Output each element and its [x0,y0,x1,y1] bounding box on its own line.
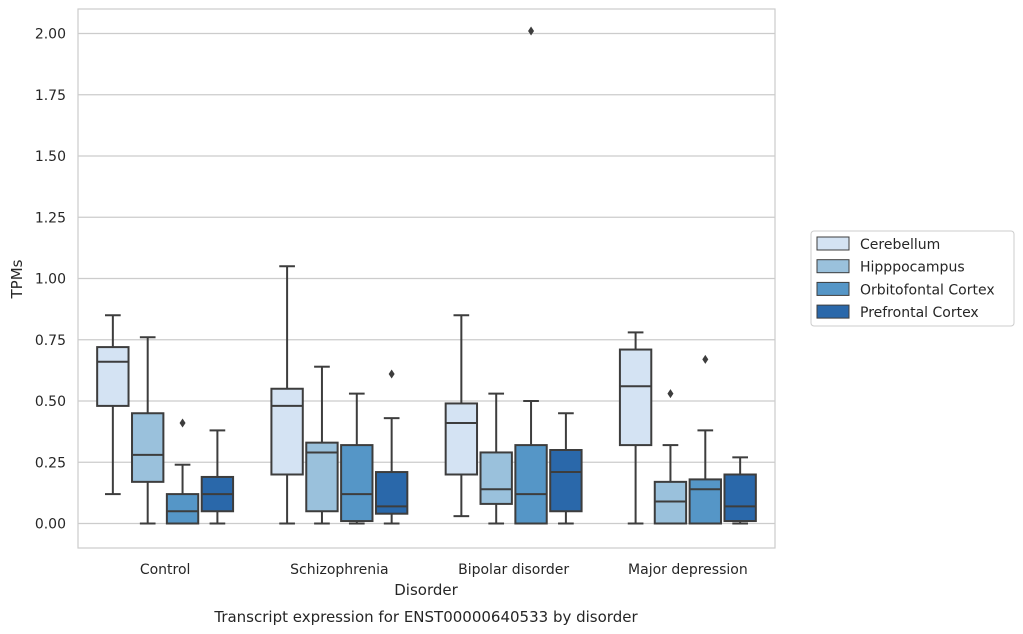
box-body [688,478,722,525]
box-body [549,449,583,513]
box-body [340,444,374,523]
x-axis-ticks: Control Schizophrenia Bipolar disorder Majo… [140,562,748,578]
box-hipppocampus [131,336,165,525]
y-tick-label: 0.75 [35,333,66,349]
box-body [305,441,339,513]
box-cerebellum [96,314,130,496]
box-body [653,480,688,525]
x-axis-label: Disorder [394,581,458,599]
box-body [96,346,130,407]
box-prefrontal-cortex [549,412,583,525]
legend-frame [810,230,1015,327]
x-tick-label: Control [140,562,191,578]
box-orbitofontal-cortex [514,26,548,525]
box-hipppocampus [305,365,339,525]
legend-label: Prefrontal Cortex [860,305,979,321]
legend-swatch [816,304,850,319]
box-orbitofontal-cortex [688,354,722,525]
y-tick-label: 1.25 [35,210,66,226]
box-cerebellum [444,314,479,518]
box-body [723,473,757,523]
box-hipppocampus [479,392,513,525]
box-body [270,387,304,476]
box-orbitofontal-cortex [165,418,200,525]
x-tick-label: Schizophrenia [290,562,388,578]
y-tick-label: 0.50 [35,394,66,410]
box-body [444,402,479,476]
y-tick-label: 0.00 [35,517,66,533]
box-hipppocampus [653,389,688,525]
outlier-point [702,354,709,364]
y-tick-label: 1.00 [35,272,66,288]
y-tick-label: 1.75 [35,88,66,104]
outlier-point [388,369,395,379]
outlier-point [667,389,674,399]
outlier-point [179,418,186,428]
box-groups [96,26,757,525]
box-prefrontal-cortex [200,429,235,525]
legend-label: Hipppocampus [860,260,965,276]
box-body [514,444,548,525]
box-prefrontal-cortex [723,456,757,525]
plot-frame [77,8,776,549]
box-cerebellum [618,331,653,525]
box-body [618,348,653,447]
legend-swatch [816,236,850,251]
y-tick-label: 2.00 [35,27,66,43]
box-body [131,412,165,483]
y-axis-ticks: 0.00 0.25 0.50 0.75 1.00 1.25 1.50 1.75 2.00 [35,27,66,533]
y-axis-label: TPMs [8,259,26,299]
box-body [479,451,513,505]
box-cerebellum [270,265,304,525]
box-prefrontal-cortex [374,369,409,525]
grid-lines [78,32,775,525]
chart-caption: Transcript expression for ENST0000064053… [213,608,638,626]
x-tick-label: Major depression [628,562,748,578]
legend: Cerebellum Hipppocampus Orbitofontal Corte… [810,230,1015,327]
y-tick-label: 0.25 [35,455,66,471]
y-tick-label: 1.50 [35,149,66,165]
box-body [165,493,200,525]
x-tick-label: Bipolar disorder [458,562,569,578]
box-body [374,471,409,515]
legend-swatch [816,259,850,274]
outlier-point [528,26,535,36]
legend-swatch [816,281,850,296]
legend-label: Orbitofontal Cortex [860,282,995,298]
box-orbitofontal-cortex [340,392,374,525]
legend-label: Cerebellum [860,237,940,253]
